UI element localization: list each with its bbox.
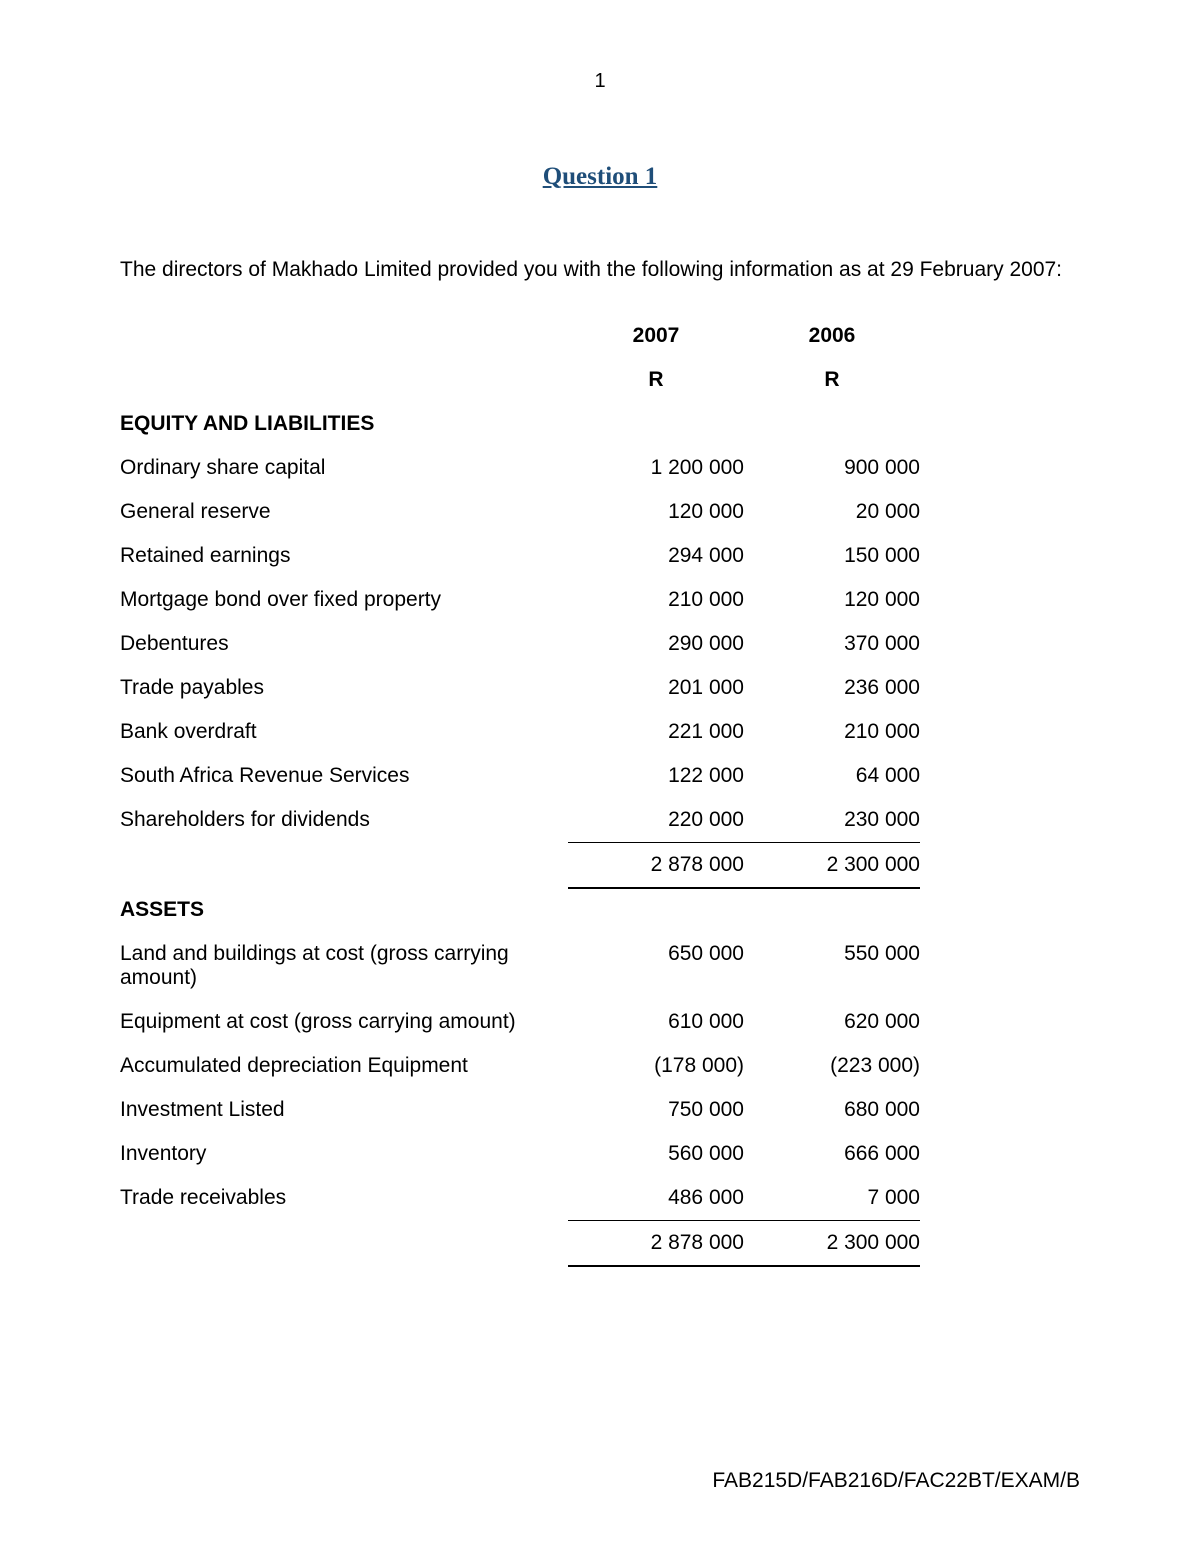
footer: FAB215D/FAB216D/FAC22BT/EXAM/B bbox=[712, 1469, 1080, 1493]
row-val-2007: 210 000 bbox=[568, 578, 744, 622]
row-val-2007: 486 000 bbox=[568, 1176, 744, 1221]
table-row: Bank overdraft 221 000 210 000 bbox=[120, 710, 920, 754]
row-val-2006: 230 000 bbox=[744, 798, 920, 843]
row-val-2006: 20 000 bbox=[744, 490, 920, 534]
table-row: Shareholders for dividends 220 000 230 0… bbox=[120, 798, 920, 843]
row-val-2006: 236 000 bbox=[744, 666, 920, 710]
row-label: Retained earnings bbox=[120, 534, 568, 578]
table-row: Debentures 290 000 370 000 bbox=[120, 622, 920, 666]
table-row: Equipment at cost (gross carrying amount… bbox=[120, 1000, 920, 1044]
row-val-2007: 294 000 bbox=[568, 534, 744, 578]
table-row: Investment Listed 750 000 680 000 bbox=[120, 1088, 920, 1132]
table-row: Trade receivables 486 000 7 000 bbox=[120, 1176, 920, 1221]
row-val-2006: 680 000 bbox=[744, 1088, 920, 1132]
year-2006: 2006 bbox=[744, 314, 920, 358]
table-row: Accumulated depreciation Equipment (178 … bbox=[120, 1044, 920, 1088]
row-val-2007: 220 000 bbox=[568, 798, 744, 843]
table-row: South Africa Revenue Services 122 000 64… bbox=[120, 754, 920, 798]
row-label: Trade receivables bbox=[120, 1176, 568, 1221]
row-val-2006: 210 000 bbox=[744, 710, 920, 754]
equity-heading-row: EQUITY AND LIABILITIES bbox=[120, 402, 920, 446]
row-label: Mortgage bond over fixed property bbox=[120, 578, 568, 622]
row-val-2007: 610 000 bbox=[568, 1000, 744, 1044]
equity-heading: EQUITY AND LIABILITIES bbox=[120, 402, 568, 446]
currency-header-row: R R bbox=[120, 358, 920, 402]
balance-sheet-table: 2007 2006 R R EQUITY AND LIABILITIES Ord… bbox=[120, 314, 920, 1267]
row-val-2007: 290 000 bbox=[568, 622, 744, 666]
row-val-2007: 122 000 bbox=[568, 754, 744, 798]
row-label: Investment Listed bbox=[120, 1088, 568, 1132]
row-label: Equipment at cost (gross carrying amount… bbox=[120, 1000, 568, 1044]
row-val-2006: (223 000) bbox=[744, 1044, 920, 1088]
currency-2006: R bbox=[744, 358, 920, 402]
assets-total-row: 2 878 000 2 300 000 bbox=[120, 1221, 920, 1267]
table-row: Ordinary share capital 1 200 000 900 000 bbox=[120, 446, 920, 490]
row-label: General reserve bbox=[120, 490, 568, 534]
assets-heading-row: ASSETS bbox=[120, 888, 920, 932]
row-val-2007: 120 000 bbox=[568, 490, 744, 534]
table-row: Land and buildings at cost (gross carryi… bbox=[120, 932, 920, 1000]
question-title: Question 1 bbox=[120, 163, 1080, 191]
table-row: Inventory 560 000 666 000 bbox=[120, 1132, 920, 1176]
row-label: Bank overdraft bbox=[120, 710, 568, 754]
row-label: Debentures bbox=[120, 622, 568, 666]
table-row: Retained earnings 294 000 150 000 bbox=[120, 534, 920, 578]
row-val-2006: 666 000 bbox=[744, 1132, 920, 1176]
row-val-2007: 201 000 bbox=[568, 666, 744, 710]
table-row: Trade payables 201 000 236 000 bbox=[120, 666, 920, 710]
table-row: Mortgage bond over fixed property 210 00… bbox=[120, 578, 920, 622]
page-number: 1 bbox=[120, 70, 1080, 93]
row-val-2006: 64 000 bbox=[744, 754, 920, 798]
row-val-2006: 7 000 bbox=[744, 1176, 920, 1221]
row-label: Inventory bbox=[120, 1132, 568, 1176]
currency-2007: R bbox=[568, 358, 744, 402]
row-val-2006: 150 000 bbox=[744, 534, 920, 578]
row-val-2007: (178 000) bbox=[568, 1044, 744, 1088]
row-label: Land and buildings at cost (gross carryi… bbox=[120, 932, 568, 1000]
row-val-2007: 750 000 bbox=[568, 1088, 744, 1132]
year-2007: 2007 bbox=[568, 314, 744, 358]
table-row: General reserve 120 000 20 000 bbox=[120, 490, 920, 534]
row-label: South Africa Revenue Services bbox=[120, 754, 568, 798]
assets-total-2006: 2 300 000 bbox=[744, 1221, 920, 1267]
row-val-2006: 620 000 bbox=[744, 1000, 920, 1044]
intro-text: The directors of Makhado Limited provide… bbox=[120, 256, 1080, 284]
row-val-2007: 560 000 bbox=[568, 1132, 744, 1176]
row-val-2006: 370 000 bbox=[744, 622, 920, 666]
equity-total-2007: 2 878 000 bbox=[568, 843, 744, 889]
row-val-2007: 1 200 000 bbox=[568, 446, 744, 490]
year-header-row: 2007 2006 bbox=[120, 314, 920, 358]
row-label: Shareholders for dividends bbox=[120, 798, 568, 843]
row-val-2006: 900 000 bbox=[744, 446, 920, 490]
assets-total-2007: 2 878 000 bbox=[568, 1221, 744, 1267]
row-val-2007: 650 000 bbox=[568, 932, 744, 1000]
row-label: Trade payables bbox=[120, 666, 568, 710]
row-val-2006: 550 000 bbox=[744, 932, 920, 1000]
row-label: Accumulated depreciation Equipment bbox=[120, 1044, 568, 1088]
equity-total-row: 2 878 000 2 300 000 bbox=[120, 843, 920, 889]
equity-total-2006: 2 300 000 bbox=[744, 843, 920, 889]
row-val-2006: 120 000 bbox=[744, 578, 920, 622]
assets-heading: ASSETS bbox=[120, 888, 568, 932]
row-val-2007: 221 000 bbox=[568, 710, 744, 754]
row-label: Ordinary share capital bbox=[120, 446, 568, 490]
